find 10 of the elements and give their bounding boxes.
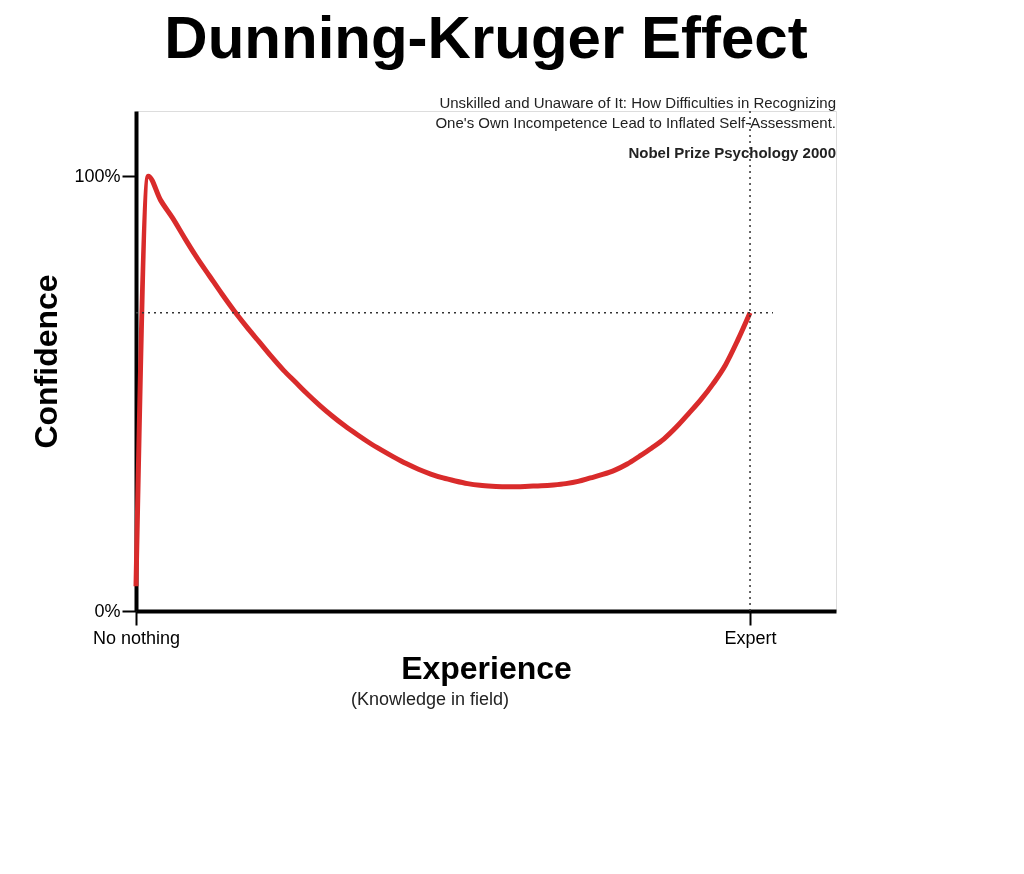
y-axis-title: Confidence (28, 274, 65, 449)
chart-subtitle: Unskilled and Unaware of It: How Difficulties in Recognizing One's Own Incompetence Lead to Inflated Self-Assessment. (435, 94, 836, 131)
x-axis-title: Experience (401, 649, 572, 686)
annotation: Nobel Prize Psychology 2000 (628, 144, 836, 161)
x-tick-label: No nothing (92, 627, 181, 648)
x-tick-label: Expert (724, 627, 777, 648)
y-tick-label: 0% (94, 600, 121, 621)
y-tick-label: 100% (74, 165, 121, 186)
text: (Knowledge in field) (350, 689, 510, 709)
chart-title: Dunning-Kruger Effect (164, 4, 808, 71)
